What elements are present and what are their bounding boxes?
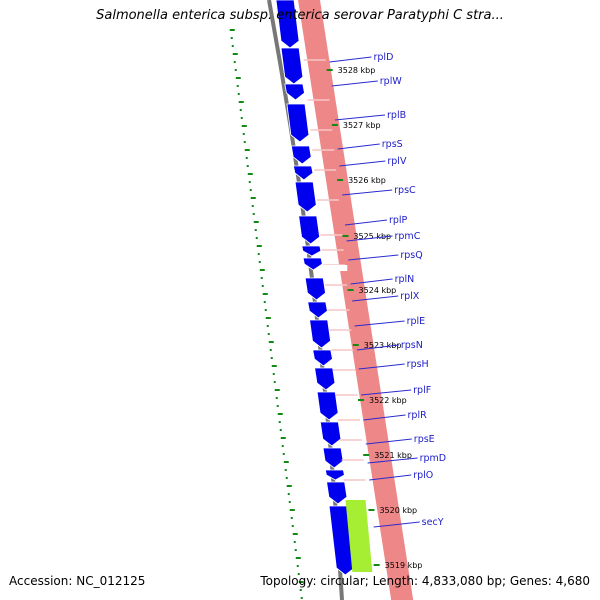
gene-leader-line (344, 219, 388, 226)
accession-text: Accession: NC_012125 (9, 574, 146, 588)
gene-leader-line (331, 80, 378, 87)
feature-gap (321, 265, 348, 271)
gene-leader-line (361, 389, 412, 396)
cds-arrow (319, 421, 342, 447)
secY-feature (345, 500, 373, 572)
cds-arrow (286, 103, 310, 143)
genome-summary-text: Topology: circular; Length: 4,833,080 bp… (260, 574, 590, 588)
position-tick-label: 3520 kbp (379, 506, 417, 515)
genome-title: Salmonella enterica subsp. enterica sero… (96, 8, 504, 23)
gene-label-rpsH: rpsH (407, 359, 429, 370)
gene-leader-line (337, 143, 380, 150)
cds-arrow (275, 0, 300, 49)
position-tick-label: 3527 kbp (343, 121, 381, 130)
position-ticks: 3528 kbp 3527 kbp 3526 kbp 3525 kbp 3524 kbp… (326, 66, 423, 570)
position-tick-label: 3522 kbp (369, 396, 407, 405)
gene-label-rplR: rplR (408, 410, 428, 421)
cds-arrow (302, 257, 323, 271)
gc-skew-dots (229, 29, 304, 599)
gene-leader-line (356, 344, 399, 351)
gene-label-rplO: rplO (413, 470, 433, 481)
feature-track (298, 0, 414, 600)
gene-label-rplF: rplF (413, 385, 431, 396)
gene-label-rpsS: rpsS (382, 139, 403, 150)
cds-arrow (324, 469, 345, 481)
gene-leader-line (354, 320, 405, 327)
gene-label-rplE: rplE (407, 316, 426, 327)
gene-label-rpsQ: rpsQ (400, 250, 422, 261)
position-tick-label: 3528 kbp (338, 66, 376, 75)
gene-leader-line (369, 474, 412, 481)
gene-label-rpmC: rpmC (395, 231, 421, 242)
cds-arrow (292, 165, 314, 181)
cds-arrow (280, 47, 304, 85)
gene-leader-line (363, 414, 406, 421)
position-tick-label: 3519 kbp (385, 561, 423, 570)
gene-label-rplW: rplW (380, 76, 403, 87)
gene-label-rplB: rplB (387, 110, 406, 121)
position-tick-label: 3526 kbp (348, 176, 386, 185)
gene-label-rplV: rplV (387, 156, 407, 167)
gene-label-rplD: rplD (374, 52, 394, 63)
gene-leader-line (339, 160, 386, 167)
gene-label-rpsC: rpsC (394, 185, 416, 196)
gene-leader-line (348, 254, 399, 261)
gene-leader-line (350, 278, 393, 285)
gene-leader-line (358, 363, 405, 370)
gene-label-rplP: rplP (389, 215, 408, 226)
cds-arrow (304, 277, 326, 301)
cds-track (275, 0, 355, 576)
gene-label-rpsN: rpsN (401, 340, 423, 351)
gene-label-rplX: rplX (400, 291, 420, 302)
cds-arrow (309, 319, 331, 349)
gene-leader-line (329, 56, 372, 63)
cds-arrow (326, 481, 348, 505)
gene-labels: rplD rplW rplB rpsS rplV rpsC rplP rpmC rpsQ rplN… (329, 52, 447, 528)
gene-leader-line (367, 457, 418, 464)
cds-arrow (307, 301, 328, 319)
cds-arrow (316, 391, 339, 421)
position-tick-label: 3525 kbp (353, 232, 391, 241)
gene-leader-line (334, 114, 386, 121)
cds-arrow (294, 181, 317, 213)
position-tick-label: 3523 kbp (364, 341, 402, 350)
position-tick-label: 3521 kbp (374, 451, 412, 460)
cds-arrow (301, 245, 322, 257)
gene-label-rplN: rplN (395, 274, 415, 285)
cds-arrow (284, 83, 305, 101)
gene-leader-line (342, 189, 393, 196)
gene-leader-line (346, 235, 393, 242)
cds-arrow (322, 447, 344, 469)
position-tick-label: 3524 kbp (359, 286, 397, 295)
gene-leader-line (373, 521, 420, 528)
gene-label-rpmD: rpmD (420, 453, 447, 464)
gene-leader-line (365, 438, 412, 445)
gene-label-rpsE: rpsE (414, 434, 435, 445)
cds-arrow (314, 367, 336, 391)
gene-label-secY: secY (422, 517, 444, 528)
cds-arrow (298, 215, 321, 245)
gene-leader-line (352, 295, 399, 302)
cds-arrow (312, 349, 333, 367)
cds-arrow (290, 145, 312, 165)
